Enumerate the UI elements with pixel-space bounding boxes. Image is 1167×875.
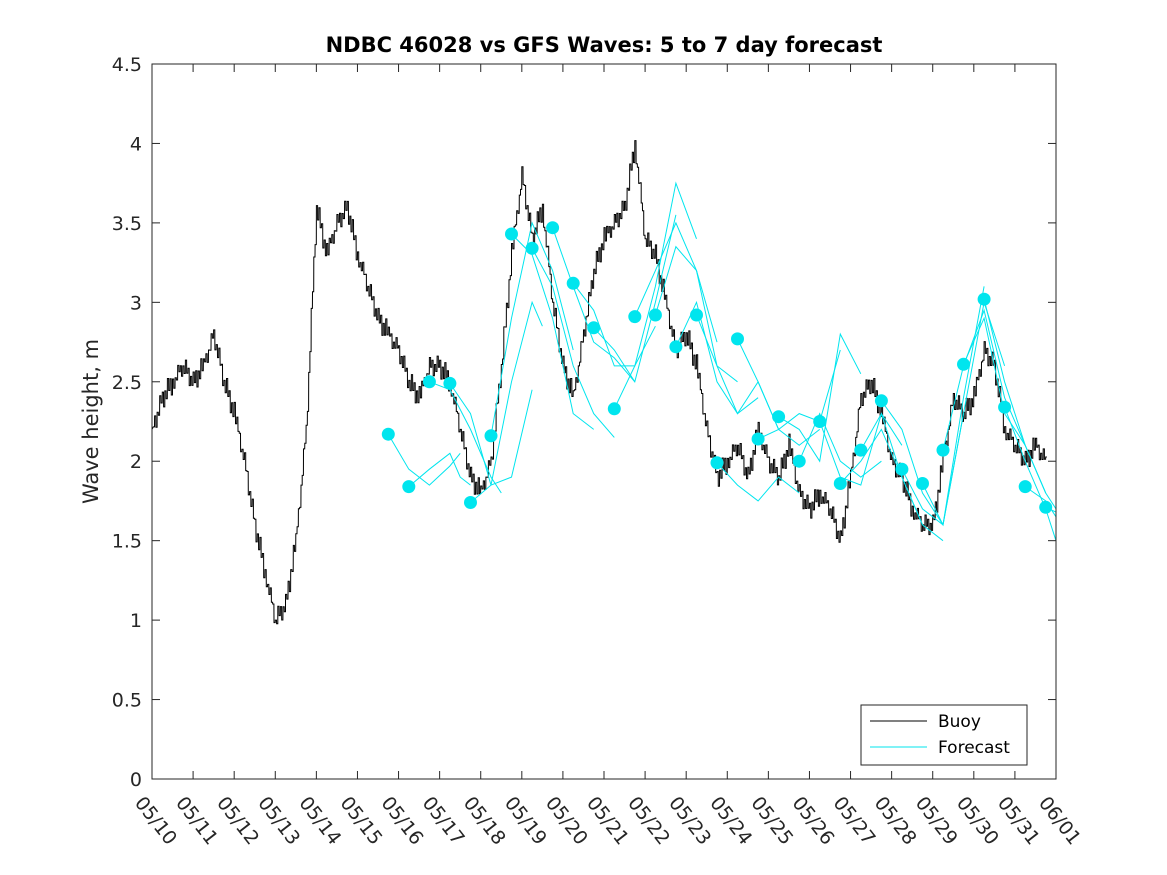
forecast-line xyxy=(531,248,615,438)
y-axis: 0 0.5 1 1.5 2 2.5 3 3.5 4 4.5 xyxy=(112,54,1056,791)
legend-buoy-label: Buoy xyxy=(938,712,981,732)
forecast-marker xyxy=(833,477,847,490)
forecast-marker xyxy=(710,456,724,470)
forecast-marker xyxy=(854,443,868,457)
forecast-marker xyxy=(628,310,642,324)
forecast-line xyxy=(922,302,1006,527)
forecast-series xyxy=(387,181,1057,542)
forecast-line xyxy=(1004,407,1057,541)
forecast-line xyxy=(634,221,718,343)
forecast-line xyxy=(798,412,882,478)
forecast-line xyxy=(408,452,471,487)
forecast-marker xyxy=(648,308,662,322)
forecast-marker xyxy=(587,321,601,335)
legend: Buoy Forecast xyxy=(860,704,1028,766)
forecast-marker xyxy=(731,332,744,346)
forecast-line xyxy=(942,308,1026,451)
forecast-marker xyxy=(484,429,498,443)
forecast-line xyxy=(654,245,738,383)
chart-title: NDBC 46028 vs GFS Waves: 5 to 7 day fore… xyxy=(326,33,883,57)
y-tick-label: 4 xyxy=(130,133,142,155)
forecast-line xyxy=(470,300,543,503)
forecast-line xyxy=(819,412,903,486)
forecast-marker xyxy=(751,432,765,446)
forecast-marker xyxy=(669,340,683,354)
forecast-marker xyxy=(957,357,970,371)
y-tick-label: 2 xyxy=(130,451,142,473)
forecast-line xyxy=(490,221,574,436)
forecast-marker xyxy=(916,477,929,490)
y-tick-label: 3.5 xyxy=(112,213,142,235)
forecast-line xyxy=(429,381,502,494)
forecast-marker xyxy=(792,454,806,468)
y-tick-label: 0 xyxy=(130,769,142,791)
y-tick-label: 1 xyxy=(130,610,142,632)
forecast-markers xyxy=(381,221,1053,514)
forecast-marker xyxy=(895,462,909,476)
forecast-line xyxy=(675,300,759,415)
forecast-marker xyxy=(607,402,621,416)
y-tick-label: 1.5 xyxy=(112,531,142,553)
forecast-marker xyxy=(566,276,580,290)
forecast-marker xyxy=(402,480,416,494)
forecast-marker xyxy=(1018,480,1032,494)
forecast-marker xyxy=(813,415,827,428)
forecast-marker xyxy=(443,376,457,390)
forecast-line xyxy=(593,214,677,384)
forecast-marker xyxy=(464,496,477,509)
forecast-marker xyxy=(690,308,703,322)
forecast-marker xyxy=(936,443,950,457)
forecast-line xyxy=(613,181,697,410)
forecast-marker xyxy=(1039,500,1053,514)
forecast-line xyxy=(983,299,1057,510)
forecast-line xyxy=(860,412,944,542)
forecast-line xyxy=(778,332,862,463)
forecast-line xyxy=(716,462,800,502)
forecast-line xyxy=(511,233,595,430)
y-tick-label: 2.5 xyxy=(112,372,142,394)
y-tick-label: 0.5 xyxy=(112,690,142,712)
forecast-marker xyxy=(998,400,1012,414)
forecast-marker xyxy=(977,292,991,306)
y-axis-label: Wave height, m xyxy=(79,339,103,504)
forecast-marker xyxy=(422,375,436,389)
legend-forecast-label: Forecast xyxy=(938,738,1010,758)
forecast-line xyxy=(757,349,841,440)
legend-box xyxy=(860,704,1028,766)
forecast-marker xyxy=(525,241,539,255)
forecast-marker xyxy=(546,221,560,235)
forecast-marker xyxy=(772,410,786,424)
forecast-marker xyxy=(505,227,518,241)
forecast-marker xyxy=(874,394,888,408)
y-tick-label: 4.5 xyxy=(112,54,142,76)
plot-area xyxy=(152,64,1056,779)
y-tick-label: 3 xyxy=(130,292,142,314)
forecast-marker xyxy=(381,427,395,441)
forecast-line xyxy=(572,282,656,367)
